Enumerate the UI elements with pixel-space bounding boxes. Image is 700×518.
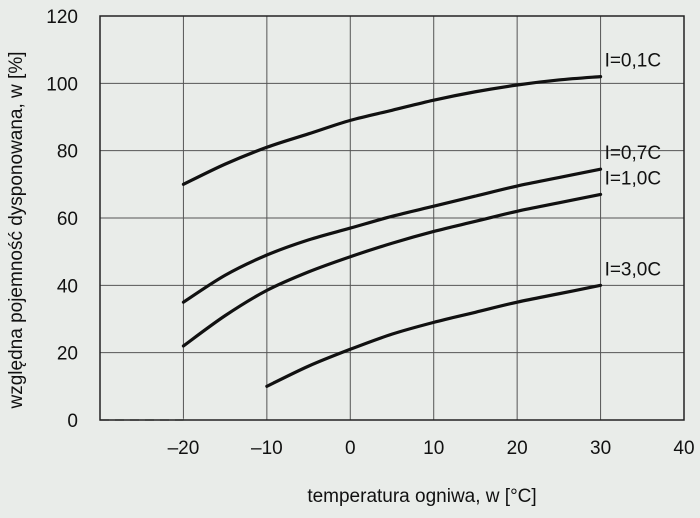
x-tick-label: 0	[345, 438, 356, 459]
series-label: I=1,0C	[605, 168, 662, 189]
y-tick-label: 40	[57, 276, 78, 297]
x-tick-label: 20	[507, 438, 528, 459]
plot-frame	[99, 15, 685, 421]
x-tick-labels: –20 –10 0 10 20 30 40	[168, 438, 695, 459]
x-tick-label: –20	[168, 438, 200, 459]
x-tick-label: 30	[590, 438, 611, 459]
y-tick-labels: 0 20 40 60 80 100 120	[46, 7, 78, 432]
y-tick-label: 20	[57, 344, 78, 365]
y-tick-label: 80	[57, 142, 78, 163]
series-label: I=0,1C	[605, 51, 662, 72]
series-label: I=3,0C	[605, 259, 662, 280]
y-tick-label: 60	[57, 209, 78, 230]
series-labels: I=0,1C I=0,7C I=1,0C I=3,0C	[605, 51, 662, 281]
x-axis-title: temperatura ogniwa, w [°C]	[307, 486, 536, 507]
series-line	[181, 75, 603, 186]
series-line	[181, 167, 603, 304]
series-lines	[181, 75, 603, 388]
series-label: I=0,7C	[605, 143, 662, 164]
x-tick-label: –10	[251, 438, 283, 459]
series-line	[181, 192, 603, 348]
series-line	[265, 283, 603, 388]
y-tick-label: 120	[46, 7, 78, 28]
y-tick-label: 100	[46, 74, 78, 95]
y-axis-title: względna pojemność dysponowana, w [%]	[6, 52, 27, 410]
y-tick-label: 0	[67, 411, 78, 432]
x-tick-label: 40	[673, 438, 694, 459]
x-tick-label: 10	[423, 438, 444, 459]
